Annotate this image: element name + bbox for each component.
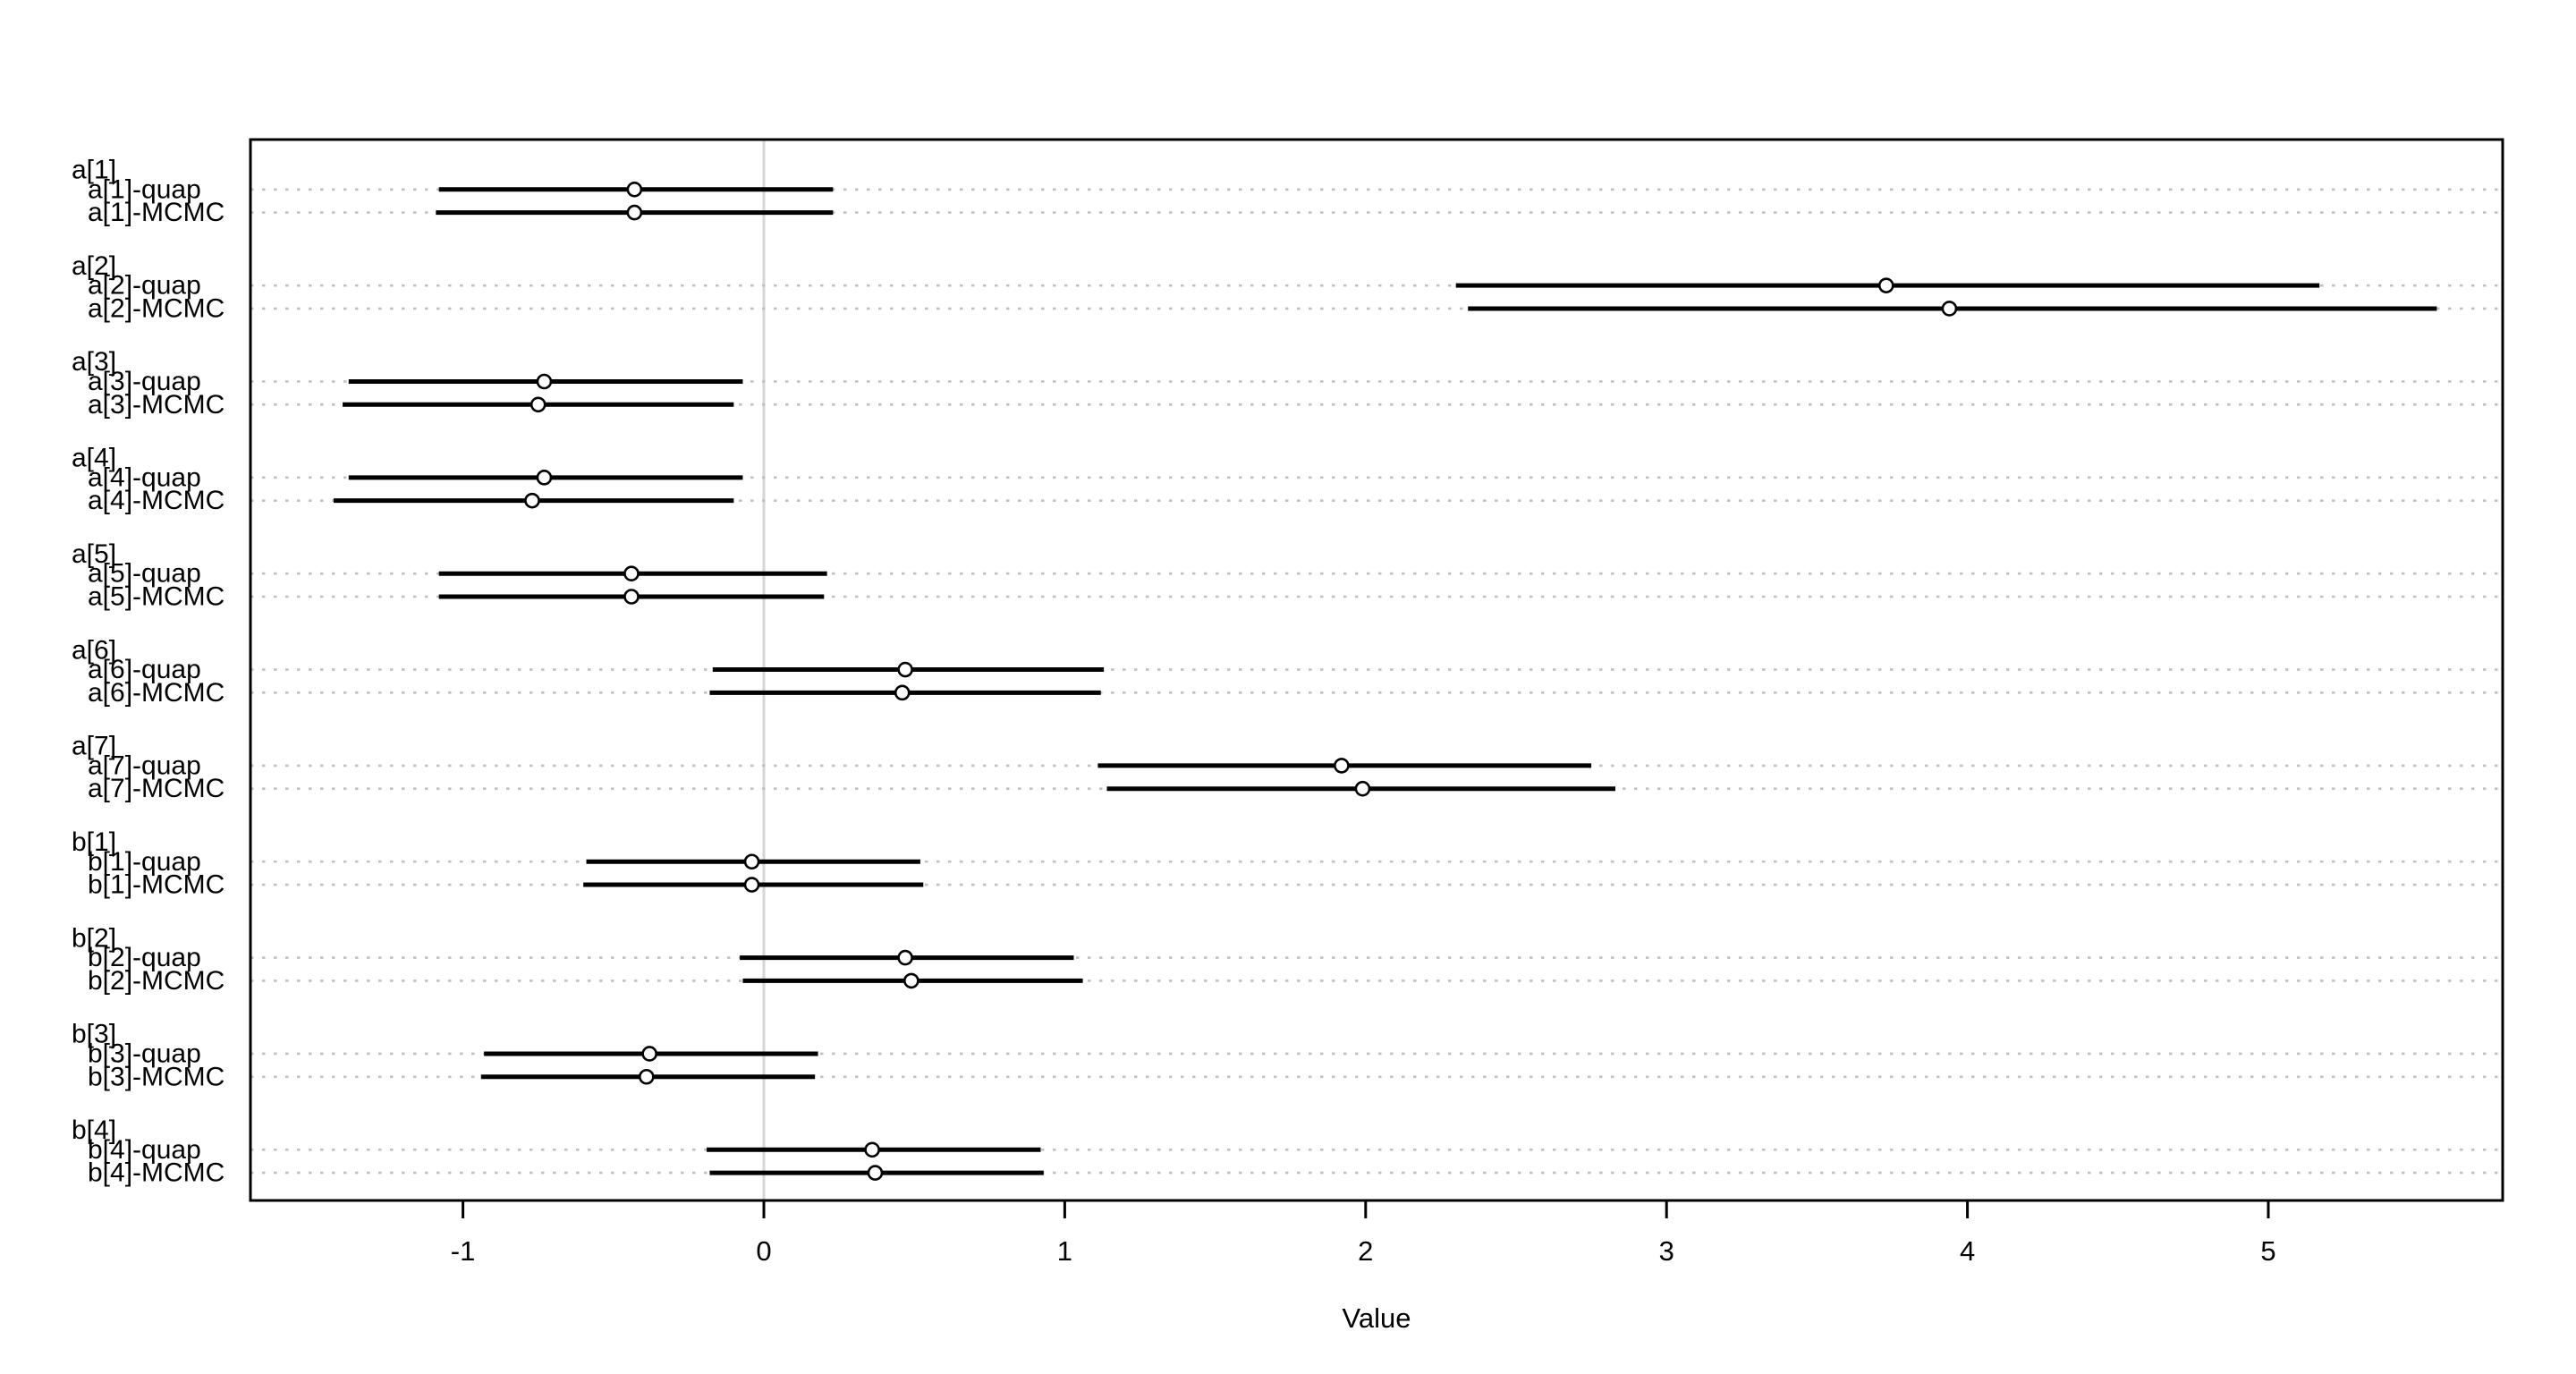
row-label-quap: b[1]-quap: [88, 847, 201, 877]
row-label-mcmc: a[3]-MCMC: [88, 390, 225, 420]
group-label: a[6]: [72, 635, 116, 665]
point-estimate-a[6]-quap: [897, 661, 913, 678]
group-label: a[1]: [72, 156, 116, 185]
x-tick-label: 4: [1960, 1235, 1975, 1267]
x-tick-label: 2: [1358, 1235, 1373, 1267]
point-estimate-a[4]-mcmc: [524, 492, 540, 509]
point-estimate-a[5]-mcmc: [623, 589, 640, 605]
point-estimate-a[7]-quap: [1334, 758, 1350, 774]
row-label-quap: b[4]-quap: [88, 1135, 201, 1165]
row-label-quap: b[3]-quap: [88, 1039, 201, 1068]
x-tick-label: 5: [2260, 1235, 2275, 1267]
point-estimate-b[4]-quap: [864, 1141, 880, 1158]
point-estimate-b[2]-mcmc: [903, 972, 919, 989]
row-label-quap: a[2]-quap: [88, 271, 201, 301]
row-label-quap: a[3]-quap: [88, 367, 201, 396]
group-label: a[2]: [72, 251, 116, 281]
group-label: b[4]: [72, 1115, 116, 1145]
row-label-quap: a[5]-quap: [88, 559, 201, 589]
row-label-mcmc: a[6]-MCMC: [88, 678, 225, 708]
row-label-mcmc: a[4]-MCMC: [88, 486, 225, 515]
row-label-mcmc: a[2]-MCMC: [88, 293, 225, 323]
group-label: b[1]: [72, 827, 116, 857]
row-label-mcmc: a[1]-MCMC: [88, 198, 225, 227]
group-label: a[7]: [72, 732, 116, 761]
point-estimate-b[3]-quap: [641, 1046, 657, 1062]
point-estimate-b[1]-mcmc: [743, 877, 760, 893]
group-label: a[5]: [72, 539, 116, 569]
row-label-mcmc: a[5]-MCMC: [88, 582, 225, 612]
row-label-quap: b[2]-quap: [88, 943, 201, 972]
point-estimate-a[7]-mcmc: [1354, 780, 1371, 797]
x-tick-label: 3: [1659, 1235, 1674, 1267]
point-estimate-a[2]-quap: [1877, 277, 1894, 293]
row-label-mcmc: b[1]-MCMC: [88, 870, 225, 900]
row-label-quap: a[4]-quap: [88, 462, 201, 492]
x-tick-label: 0: [756, 1235, 771, 1267]
point-estimate-a[2]-mcmc: [1941, 301, 1958, 317]
point-estimate-b[2]-quap: [897, 949, 913, 966]
plot-border: [249, 138, 2504, 1202]
point-estimate-a[3]-quap: [536, 373, 553, 390]
point-estimate-a[1]-mcmc: [626, 204, 643, 221]
point-estimate-b[1]-quap: [743, 853, 760, 870]
point-estimate-a[3]-mcmc: [530, 396, 547, 413]
group-label: b[3]: [72, 1020, 116, 1049]
row-label-quap: a[7]-quap: [88, 751, 201, 780]
row-label-mcmc: a[7]-MCMC: [88, 774, 225, 803]
x-tick-label: 1: [1057, 1235, 1072, 1267]
group-label: a[4]: [72, 444, 116, 473]
row-label-mcmc: b[3]-MCMC: [88, 1062, 225, 1091]
row-label-quap: a[1]-quap: [88, 174, 201, 204]
row-label-mcmc: b[4]-MCMC: [88, 1158, 225, 1188]
point-estimate-b[4]-mcmc: [867, 1165, 884, 1181]
x-axis-title: Value: [1343, 1302, 1411, 1334]
point-estimate-a[6]-mcmc: [894, 684, 911, 701]
row-label-quap: a[6]-quap: [88, 655, 201, 684]
row-label-mcmc: b[2]-MCMC: [88, 966, 225, 996]
point-estimate-a[4]-quap: [536, 470, 553, 486]
point-estimate-a[5]-quap: [623, 565, 640, 582]
group-label: b[2]: [72, 923, 116, 953]
group-label: a[3]: [72, 347, 116, 377]
x-tick-label: -1: [451, 1235, 476, 1267]
point-estimate-b[3]-mcmc: [639, 1068, 655, 1085]
point-estimate-a[1]-quap: [626, 182, 643, 198]
